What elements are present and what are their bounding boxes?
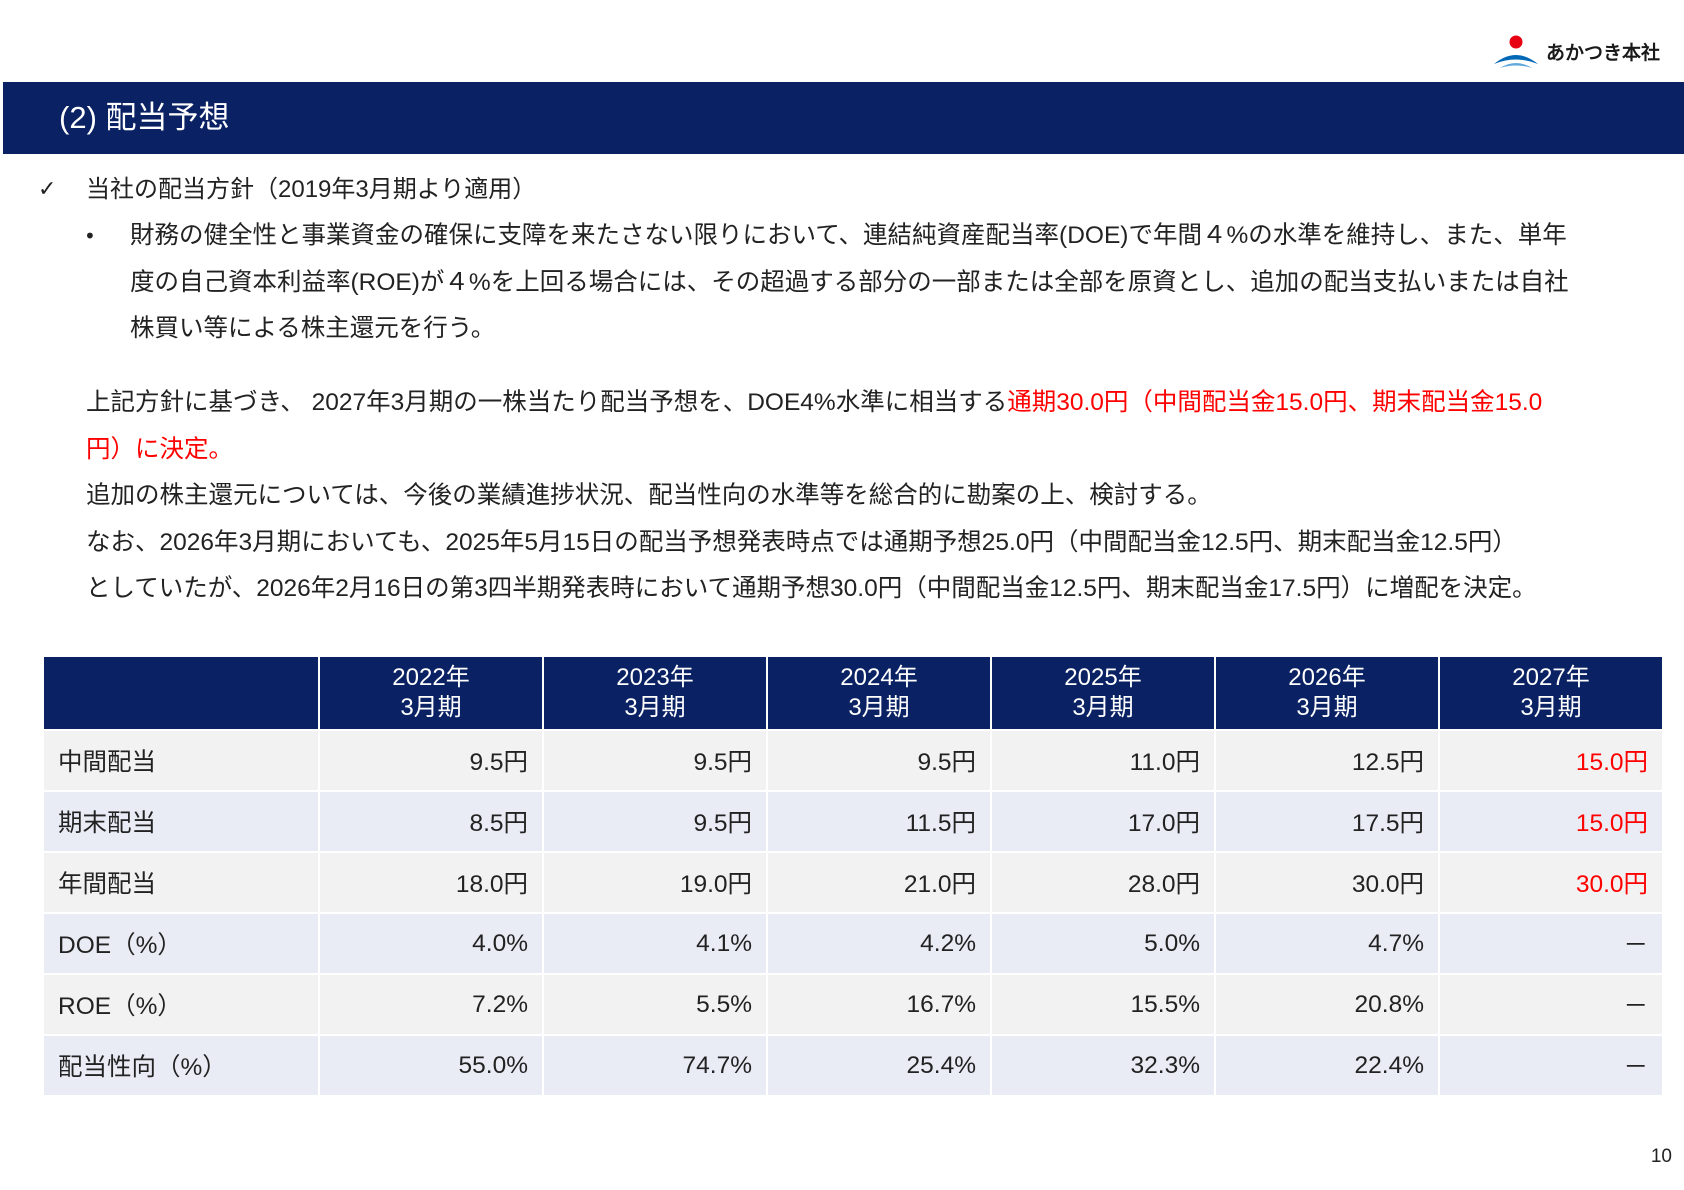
table-cell: 4.2% — [768, 914, 990, 973]
page-number: 10 — [1650, 1146, 1672, 1167]
note-line: なお、2026年3月期においても、2025年5月15日の配当予想発表時点では通期… — [86, 528, 1517, 556]
table-cell: － — [1440, 975, 1662, 1034]
decision-highlight: 円）に決定。 — [86, 435, 233, 463]
column-header-year: 2026年 — [1288, 664, 1366, 691]
column-header-period: 3月期 — [848, 694, 910, 721]
logo-wave — [1494, 55, 1538, 64]
table-cell: － — [1440, 1036, 1662, 1095]
table-cell: 32.3% — [992, 1036, 1214, 1095]
column-header-period: 3月期 — [1072, 694, 1134, 721]
table-cell: 8.5円 — [320, 792, 542, 851]
table-cell: 18.0円 — [320, 853, 542, 912]
decision-text: 上記方針に基づき、 2027年3月期の一株当たり配当予想を、DOE4%水準に相当… — [86, 389, 1008, 416]
row-label: 中間配当 — [44, 731, 318, 790]
dividend-decision-text: 上記方針に基づき、 2027年3月期の一株当たり配当予想を、DOE4%水準に相当… — [86, 380, 1542, 613]
column-header: 2027年 3月期 — [1440, 657, 1662, 729]
policy-description: 財務の健全性と事業資金の確保に支障を来たさない限りにおいて、連結純資産配当率(D… — [130, 213, 1569, 353]
table-cell: 5.0% — [992, 914, 1214, 973]
section-title-bar: (2) 配当予想 — [3, 82, 1684, 154]
page-title: (2) 配当予想 — [59, 100, 230, 135]
note-line: 追加の株主還元については、今後の業績進捗状況、配当性向の水準等を総合的に勘案の上… — [86, 482, 1212, 509]
table-cell: 4.7% — [1216, 914, 1438, 973]
dividend-table: 2022年 3月期 2023年 3月期 2024年 3月期 2025年 3月期 2026年 3月期… — [44, 657, 1662, 1095]
table-cell: 4.0% — [320, 914, 542, 973]
table-cell: 9.5円 — [320, 731, 542, 790]
decision-line: 上記方針に基づき、 2027年3月期の一株当たり配当予想を、DOE4%水準に相当… — [86, 380, 1542, 427]
table-cell: 30.0円 — [1440, 853, 1662, 912]
logo-sun-dot — [1509, 35, 1523, 49]
column-header-year: 2025年 — [1064, 664, 1142, 691]
column-header-period: 3月期 — [624, 694, 686, 721]
column-header: 2022年 3月期 — [320, 657, 542, 729]
table-cell: 15.0円 — [1440, 792, 1662, 851]
decision-line: 円）に決定。 — [86, 427, 1542, 474]
table-cell: 17.0円 — [992, 792, 1214, 851]
table-cell: 20.8% — [1216, 975, 1438, 1034]
row-label: 配当性向（%） — [44, 1036, 318, 1095]
table-cell: 15.5% — [992, 975, 1214, 1034]
table-cell: 4.1% — [544, 914, 766, 973]
column-header: 2023年 3月期 — [544, 657, 766, 729]
logo-wave-light — [1500, 63, 1532, 68]
column-header-period: 3月期 — [1296, 694, 1358, 721]
table-cell: 22.4% — [1216, 1036, 1438, 1095]
table-cell: 11.5円 — [768, 792, 990, 851]
table-cell: 17.5円 — [1216, 792, 1438, 851]
column-header: 2026年 3月期 — [1216, 657, 1438, 729]
column-header-year: 2024年 — [840, 664, 918, 691]
row-label: DOE（%） — [44, 914, 318, 973]
table-cell: － — [1440, 914, 1662, 973]
bullet-icon: • — [84, 224, 96, 248]
column-header: 2025年 3月期 — [992, 657, 1214, 729]
company-logo-text: あかつき本社 — [1546, 43, 1661, 64]
column-header: 2024年 3月期 — [768, 657, 990, 729]
column-header-period: 3月期 — [400, 694, 462, 721]
row-label: ROE（%） — [44, 975, 318, 1034]
akatsuki-logo-icon — [1494, 35, 1538, 68]
table-cell: 28.0円 — [992, 853, 1214, 912]
policy-line: 株買い等による株主還元を行う。 — [130, 315, 496, 342]
table-cell: 30.0円 — [1216, 853, 1438, 912]
row-label: 年間配当 — [44, 853, 318, 912]
row-label: 期末配当 — [44, 792, 318, 851]
table-cell: 16.7% — [768, 975, 990, 1034]
table-cell: 25.4% — [768, 1036, 990, 1095]
decision-highlight: 通期30.0円（中間配当金15.0円、期末配当金15.0 — [1007, 389, 1543, 416]
column-header-year: 2027年 — [1512, 664, 1590, 691]
table-cell: 7.2% — [320, 975, 542, 1034]
table-cell: 74.7% — [544, 1036, 766, 1095]
table-cell: 15.0円 — [1440, 731, 1662, 790]
policy-line: 財務の健全性と事業資金の確保に支障を来たさない限りにおいて、連結純資産配当率(D… — [130, 222, 1567, 249]
policy-heading: 当社の配当方針（2019年3月期より適用） — [86, 176, 537, 203]
table-cell: 11.0円 — [992, 731, 1214, 790]
table-cell: 19.0円 — [544, 853, 766, 912]
policy-line: 度の自己資本利益率(ROE)が４%を上回る場合には、その超過する部分の一部または… — [130, 268, 1569, 296]
table-cell: 9.5円 — [768, 731, 990, 790]
table-cell: 9.5円 — [544, 731, 766, 790]
table-cell: 12.5円 — [1216, 731, 1438, 790]
check-icon: ✓ — [38, 177, 57, 202]
note-line: としていたが、2026年2月16日の第3四半期発表時において通期予想30.0円（… — [86, 575, 1537, 602]
table-cell: 21.0円 — [768, 853, 990, 912]
column-header-year: 2022年 — [392, 664, 470, 691]
table-cell: 5.5% — [544, 975, 766, 1034]
column-header-period: 3月期 — [1520, 694, 1582, 721]
table-cell: 55.0% — [320, 1036, 542, 1095]
table-cell: 9.5円 — [544, 792, 766, 851]
table-corner-cell — [44, 657, 318, 729]
column-header-year: 2023年 — [616, 664, 694, 691]
